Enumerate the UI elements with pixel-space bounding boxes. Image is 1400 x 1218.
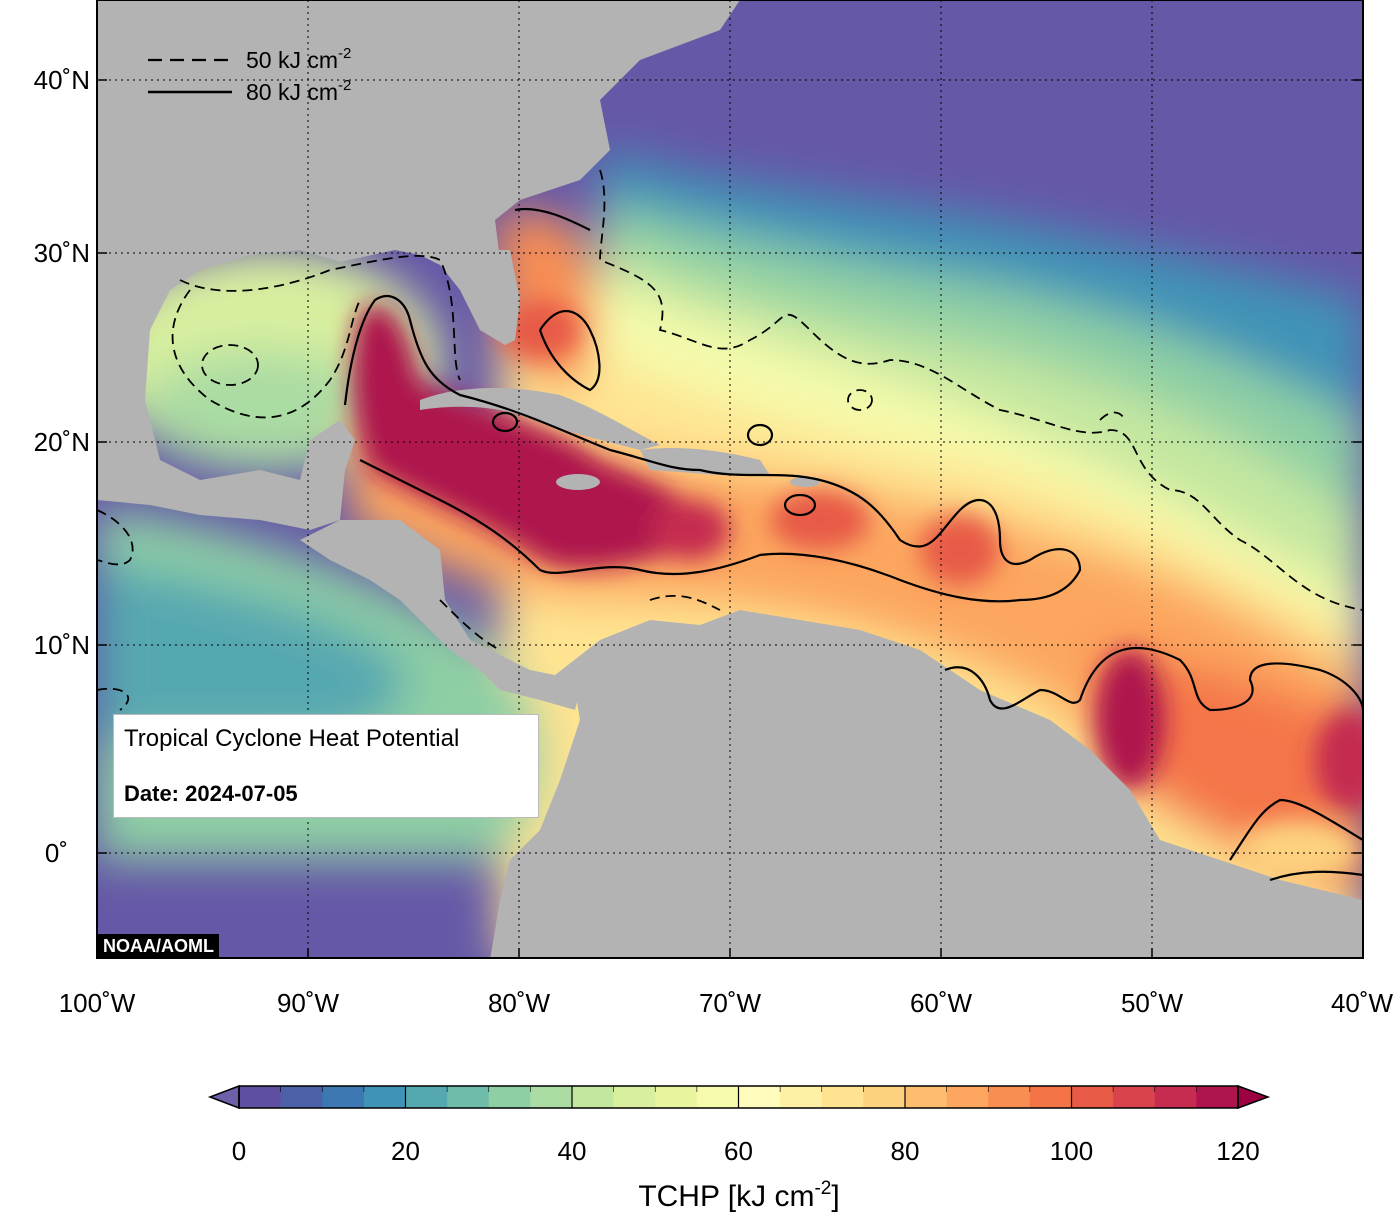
colorbar-cell [863,1086,906,1108]
legend-solid-label: 80 kJ cm-2 [246,77,351,105]
lat-label-30n: 30˚N [34,238,90,268]
map-date: Date: 2024-07-05 [124,781,298,806]
colorbar-cell [946,1086,989,1108]
contours-50 [97,169,1363,711]
info-box: Tropical Cyclone Heat Potential Date: 20… [113,714,539,818]
lon-label-50w: 50˚W [1121,988,1184,1018]
colorbar-cell [780,1086,823,1108]
lon-labels: 100˚W 90˚W 80˚W 70˚W 60˚W 50˚W 40˚W [59,988,1394,1018]
colorbar-cell [738,1086,781,1108]
colorbar-cell [613,1086,656,1108]
colorbar-cell [572,1086,615,1108]
colorbar: 0 20 40 60 80 100 120 TCHP [kJ cm-2] [207,1084,1271,1213]
colorbar-cell [280,1086,323,1108]
colorbar-tick-label: 0 [232,1136,246,1166]
colorbar-cell [988,1086,1031,1108]
lon-label-100w: 100˚W [59,988,136,1018]
colorbar-cell [821,1086,864,1108]
colorbar-under-arrow [207,1084,240,1110]
lat-labels: 40˚N 30˚N 20˚N 10˚N 0˚ [34,65,90,868]
colorbar-cell [1154,1086,1197,1108]
lat-label-0: 0˚ [45,838,68,868]
colorbar-tick-label: 20 [391,1136,420,1166]
axis-ticks [97,79,1363,958]
contour-legend: 50 kJ cm-2 80 kJ cm-2 [148,45,351,105]
credit-label: NOAA/AOML [98,934,219,958]
colorbar-cell [488,1086,531,1108]
colorbar-cells [239,1086,1239,1108]
land-masses [97,0,1363,958]
colorbar-tick-label: 40 [558,1136,587,1166]
colorbar-cell [696,1086,740,1108]
map-title: Tropical Cyclone Heat Potential [124,725,460,752]
colorbar-cell [655,1086,698,1108]
map-plot-area [97,0,1363,958]
lon-label-90w: 90˚W [277,988,340,1018]
colorbar-tick-label: 80 [891,1136,920,1166]
colorbar-title: TCHP [kJ cm-2] [638,1178,839,1213]
colorbar-tick-label: 120 [1216,1136,1259,1166]
colorbar-tick-label: 60 [724,1136,753,1166]
lon-label-40w: 40˚W [1331,988,1394,1018]
colorbar-cell [405,1086,448,1108]
colorbar-tick-marks [238,1086,1239,1108]
colorbar-cell [363,1086,407,1108]
colorbar-cell [239,1086,282,1108]
colorbar-cell [447,1086,490,1108]
lon-label-70w: 70˚W [699,988,762,1018]
colorbar-cell [1113,1086,1156,1108]
colorbar-cell [1071,1086,1114,1108]
contours-80 [343,207,1363,882]
colorbar-cell [1029,1086,1073,1108]
colorbar-cell [1196,1086,1239,1108]
colorbar-over-arrow [1237,1084,1271,1110]
colorbar-cell [905,1086,948,1108]
lat-label-40n: 40˚N [34,65,90,95]
lat-label-20n: 20˚N [34,427,90,457]
legend-dashed-label: 50 kJ cm-2 [246,45,351,73]
lat-label-10n: 10˚N [34,630,90,660]
colorbar-cell [530,1086,573,1108]
colorbar-cell [322,1086,365,1108]
lon-label-80w: 80˚W [488,988,551,1018]
colorbar-tick-label: 100 [1050,1136,1093,1166]
colorbar-tick-labels: 0 20 40 60 80 100 120 [232,1136,1260,1166]
lon-label-60w: 60˚W [910,988,973,1018]
